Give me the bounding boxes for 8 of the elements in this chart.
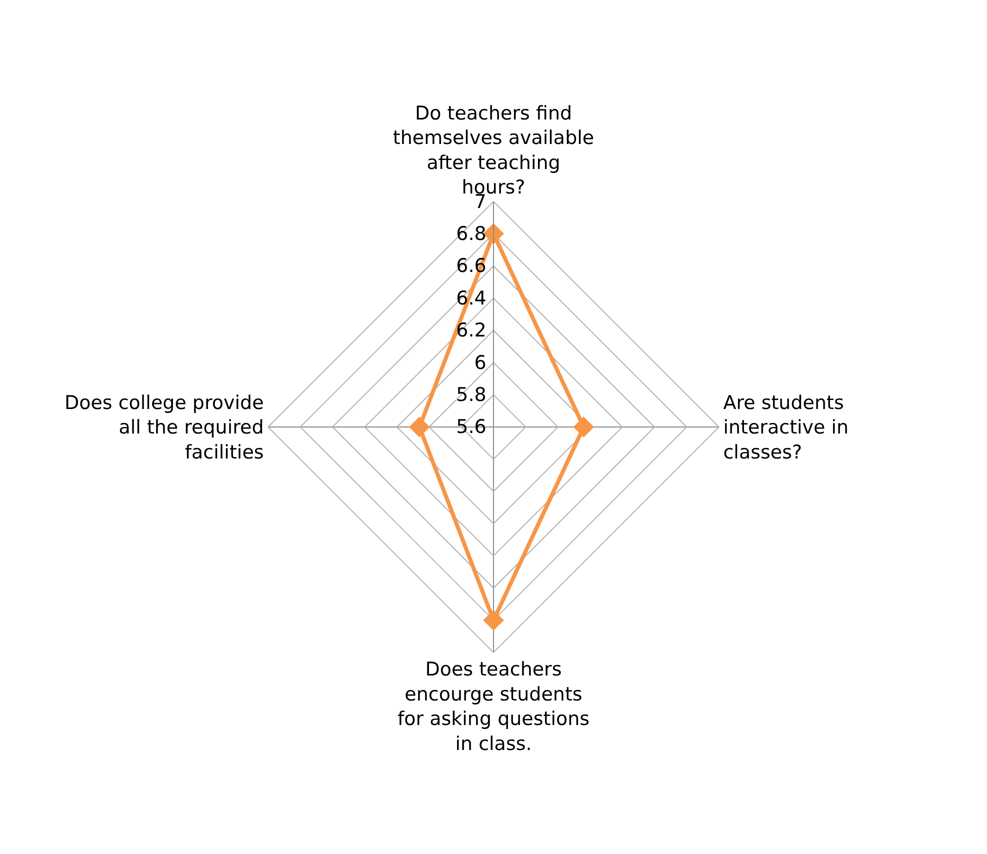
spoke-label: Are students interactive in classes? — [723, 392, 849, 464]
y-tick-label: 6.2 — [456, 320, 486, 342]
spoke-label: Does teachers encourge students for asking questions in class. — [397, 658, 590, 755]
y-tick-label: 5.6 — [456, 416, 486, 438]
y-tick-label: 6 — [474, 352, 486, 374]
y-tick-label: 6.8 — [456, 222, 486, 245]
y-tick-label: 5.8 — [456, 384, 486, 406]
spoke-label: Does college provide all the required facilities — [64, 392, 264, 464]
